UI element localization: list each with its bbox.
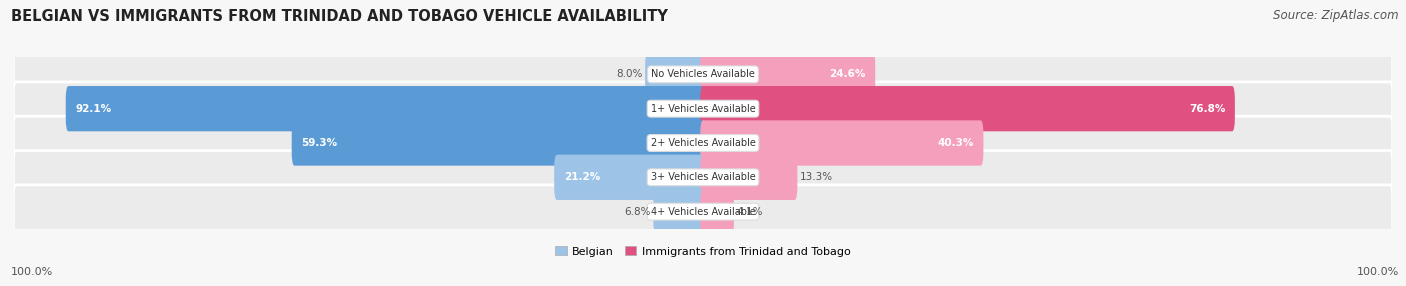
Text: No Vehicles Available: No Vehicles Available	[651, 69, 755, 79]
FancyBboxPatch shape	[700, 189, 734, 234]
FancyBboxPatch shape	[700, 86, 1234, 131]
FancyBboxPatch shape	[14, 150, 1392, 204]
FancyBboxPatch shape	[700, 52, 875, 97]
Text: BELGIAN VS IMMIGRANTS FROM TRINIDAD AND TOBAGO VEHICLE AVAILABILITY: BELGIAN VS IMMIGRANTS FROM TRINIDAD AND …	[11, 9, 668, 23]
Text: 40.3%: 40.3%	[938, 138, 974, 148]
FancyBboxPatch shape	[700, 155, 797, 200]
FancyBboxPatch shape	[291, 120, 706, 166]
Text: 3+ Vehicles Available: 3+ Vehicles Available	[651, 172, 755, 182]
Text: 92.1%: 92.1%	[76, 104, 111, 114]
Text: 4+ Vehicles Available: 4+ Vehicles Available	[651, 207, 755, 217]
FancyBboxPatch shape	[66, 86, 706, 131]
FancyBboxPatch shape	[14, 185, 1392, 239]
Text: 24.6%: 24.6%	[830, 69, 866, 79]
FancyBboxPatch shape	[14, 116, 1392, 170]
Legend: Belgian, Immigrants from Trinidad and Tobago: Belgian, Immigrants from Trinidad and To…	[551, 242, 855, 261]
Text: 59.3%: 59.3%	[301, 138, 337, 148]
Text: 6.8%: 6.8%	[624, 207, 651, 217]
Text: 2+ Vehicles Available: 2+ Vehicles Available	[651, 138, 755, 148]
Text: Source: ZipAtlas.com: Source: ZipAtlas.com	[1274, 9, 1399, 21]
Text: 13.3%: 13.3%	[800, 172, 834, 182]
Text: 100.0%: 100.0%	[11, 267, 53, 277]
FancyBboxPatch shape	[554, 155, 706, 200]
FancyBboxPatch shape	[14, 47, 1392, 101]
Text: 100.0%: 100.0%	[1357, 267, 1399, 277]
Text: 1+ Vehicles Available: 1+ Vehicles Available	[651, 104, 755, 114]
FancyBboxPatch shape	[645, 52, 706, 97]
FancyBboxPatch shape	[14, 82, 1392, 136]
Text: 4.1%: 4.1%	[737, 207, 763, 217]
Text: 8.0%: 8.0%	[616, 69, 643, 79]
FancyBboxPatch shape	[700, 120, 983, 166]
Text: 21.2%: 21.2%	[564, 172, 600, 182]
FancyBboxPatch shape	[654, 189, 706, 234]
Text: 76.8%: 76.8%	[1189, 104, 1225, 114]
